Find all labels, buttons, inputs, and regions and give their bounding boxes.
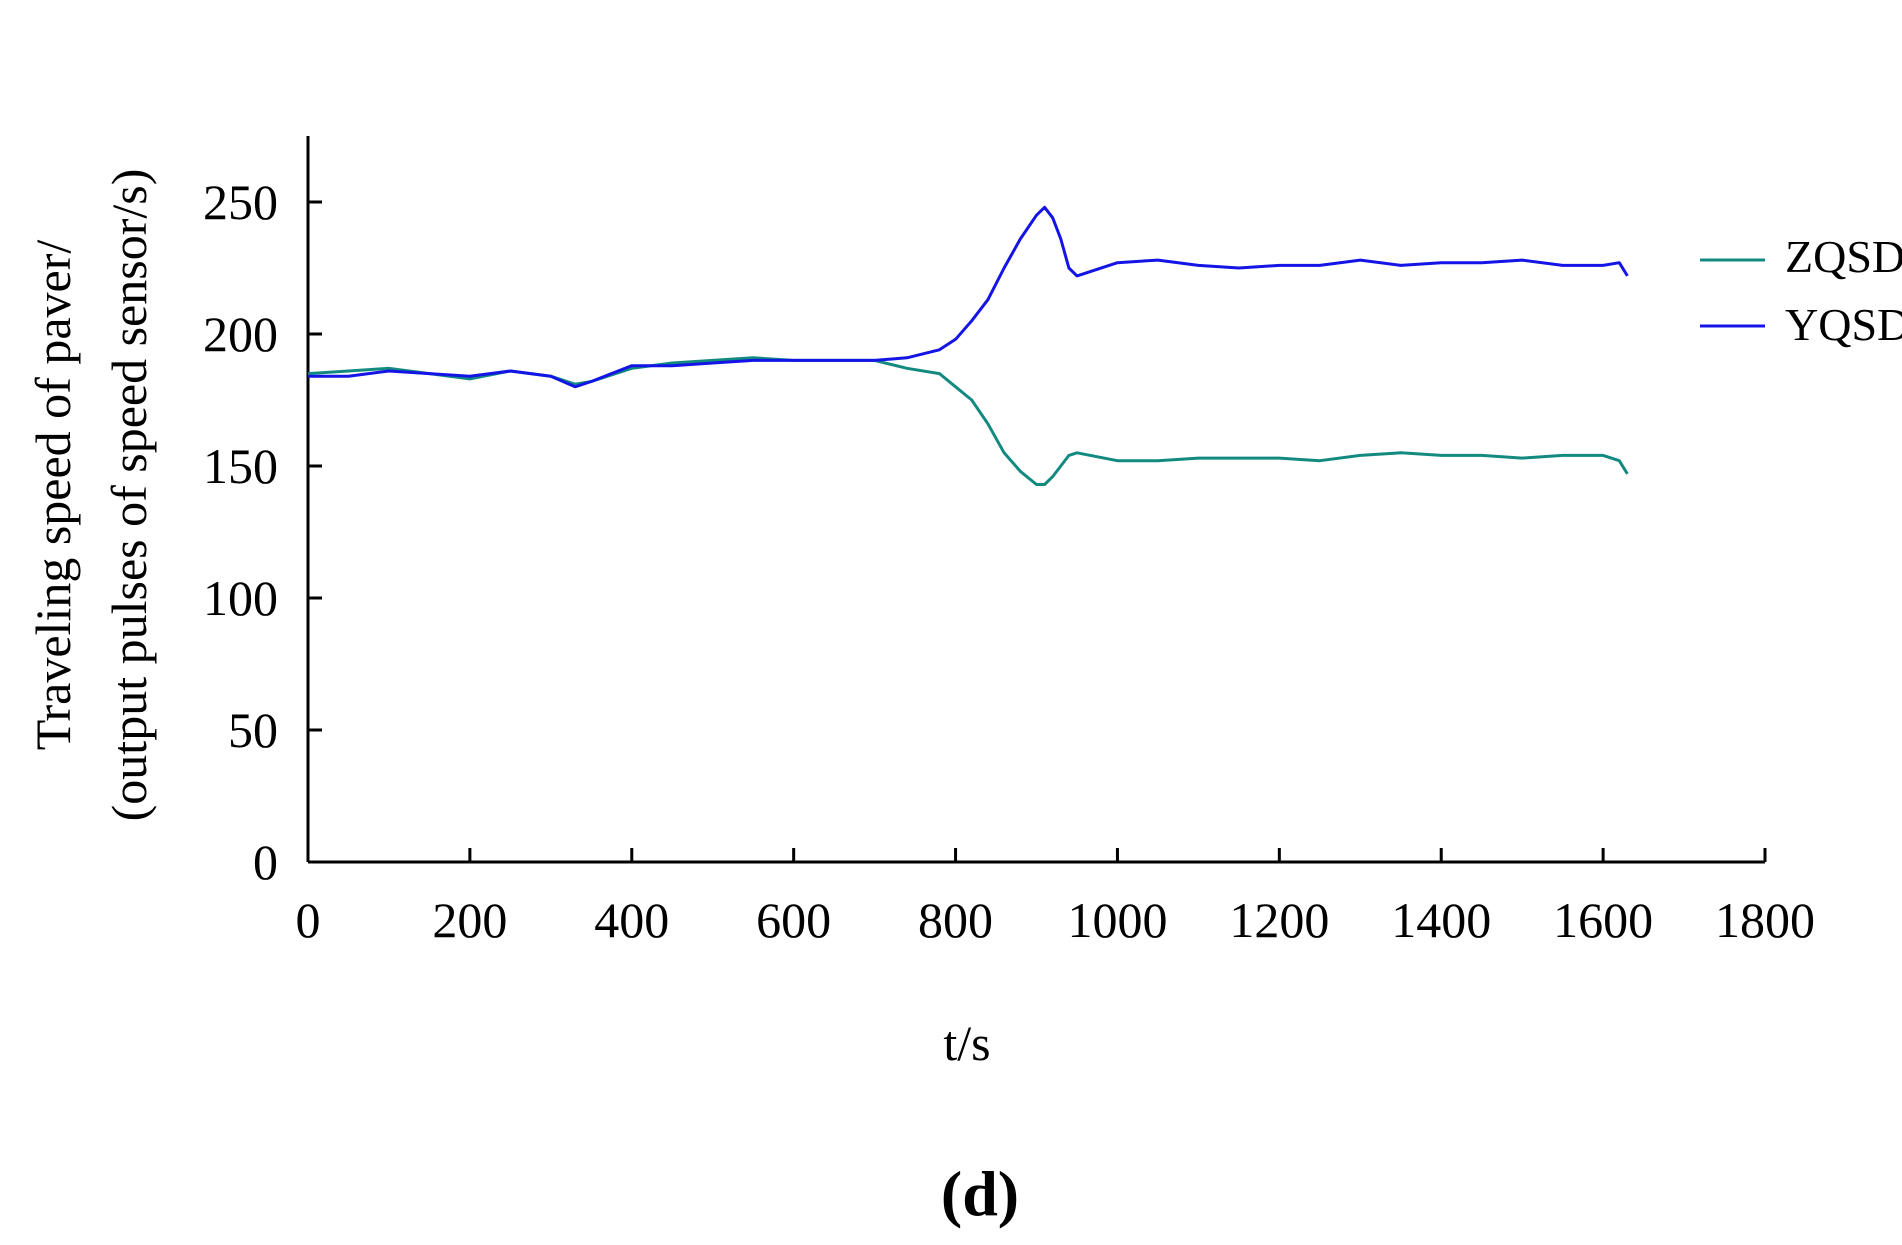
y-tick-label: 150: [203, 438, 278, 494]
x-tick-label: 1400: [1391, 892, 1491, 948]
x-tick-label: 0: [296, 892, 321, 948]
x-tick-label: 1800: [1715, 892, 1815, 948]
legend-label-zqsd: ZQSD: [1785, 231, 1902, 282]
x-axis-title: t/s: [943, 1015, 990, 1071]
series-layer: [307, 205, 1629, 486]
y-axis-title-line1: Traveling speed of paver/: [25, 240, 81, 751]
series-line-yqsd: [308, 205, 1629, 389]
x-tick-label: 1000: [1067, 892, 1167, 948]
y-tick-label: 200: [203, 306, 278, 362]
y-tick-label: 50: [228, 702, 278, 758]
series-line-zqsd: [307, 356, 1629, 486]
x-ticks: 0 200 400 600 800 1000 1200 1400 1600 1800: [296, 848, 1815, 948]
x-tick-label: 1600: [1553, 892, 1653, 948]
x-tick-label: 800: [918, 892, 993, 948]
x-tick-label: 600: [756, 892, 831, 948]
legend: ZQSD YQSD: [1700, 231, 1902, 350]
y-tick-label: 0: [253, 834, 278, 890]
x-tick-label: 200: [432, 892, 507, 948]
y-tick-label: 250: [203, 174, 278, 230]
y-axis-title-line2: (output pulses of speed sensor/s): [101, 169, 157, 822]
panel-label: (d): [941, 1158, 1019, 1229]
legend-label-yqsd: YQSD: [1785, 299, 1902, 350]
x-tick-label: 400: [594, 892, 669, 948]
y-ticks: 0 50 100 150 200 250: [203, 174, 322, 890]
x-tick-label: 1200: [1229, 892, 1329, 948]
y-axis-title: Traveling speed of paver/ (output pulses…: [25, 169, 157, 822]
y-tick-label: 100: [203, 570, 278, 626]
